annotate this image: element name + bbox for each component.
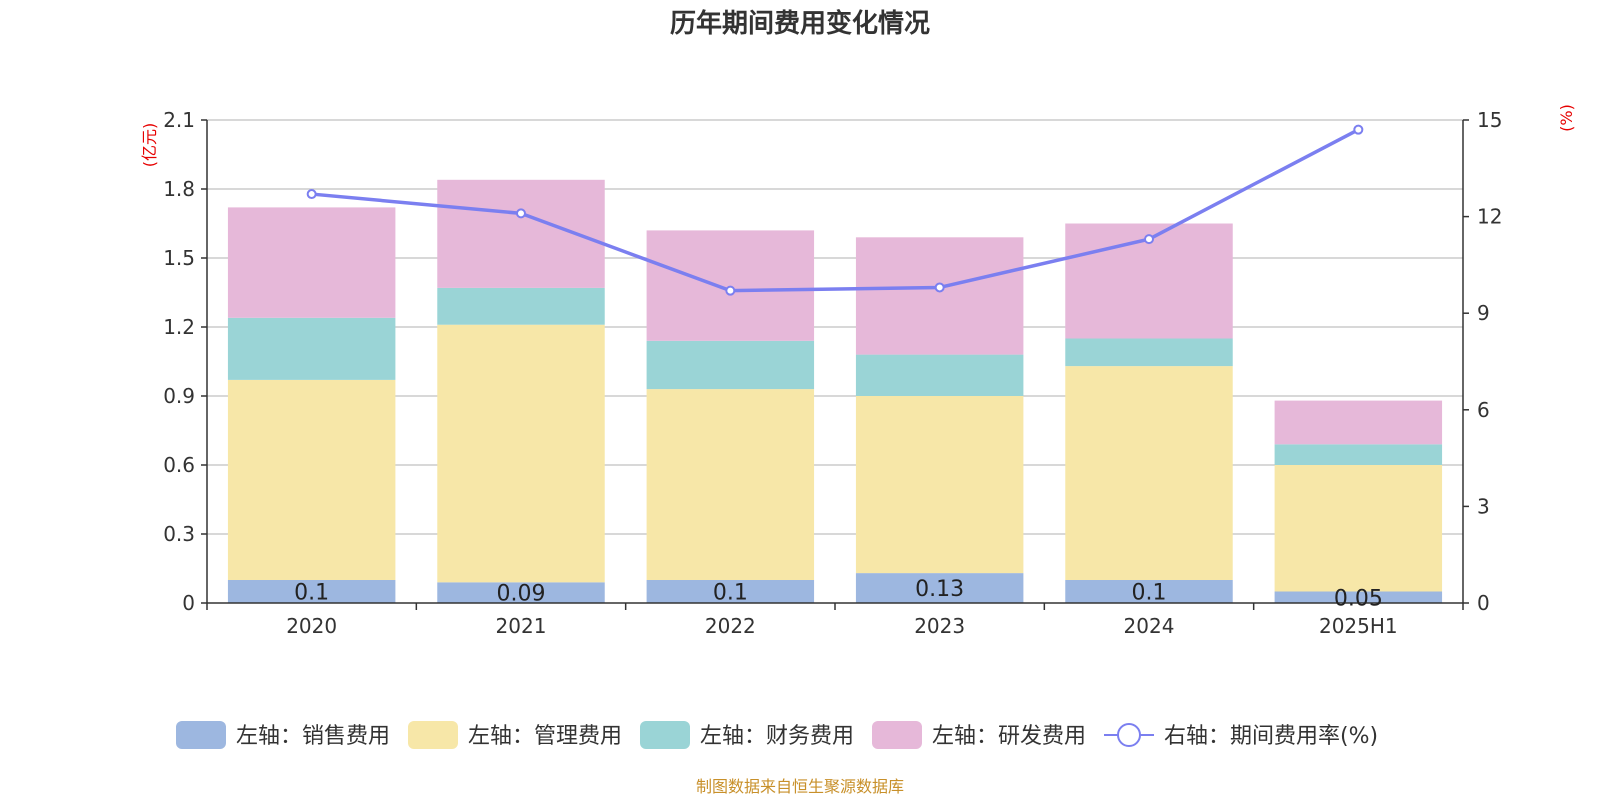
right-tick-label: 0	[1477, 591, 1490, 615]
left-tick-label: 1.5	[163, 246, 195, 270]
data-source-note: 制图数据来自恒生聚源数据库	[696, 777, 904, 796]
x-tick-label: 2023	[914, 614, 965, 638]
right-tick-label: 12	[1477, 205, 1502, 229]
expense-rate-line	[306, 124, 1364, 296]
bar-segment	[227, 580, 396, 603]
legend-label: 左轴：管理费用	[468, 724, 622, 749]
legend-item[interactable]: 左轴：管理费用	[408, 721, 622, 749]
bar-segment	[1274, 400, 1443, 445]
expense-rate-point	[1353, 124, 1364, 135]
data-labels: 0.1 0.09 0.1 0.13 0.1 0.05	[294, 577, 1383, 611]
bar-segment	[437, 582, 605, 603]
left-tick-label: 1.8	[163, 177, 195, 201]
legend-swatch	[176, 721, 226, 749]
bar-segment	[1065, 580, 1233, 603]
stacked-bars	[227, 179, 1443, 603]
legend-item[interactable]: 左轴：财务费用	[640, 721, 854, 749]
axes: 0 0.3 0.6 0.9 1.2 1.5 1.8 2.1 0 3 6 9 12 15 2020 2021 20…	[163, 108, 1502, 638]
x-tick-label: 2025H1	[1319, 614, 1398, 638]
sales-expense-data-label: 0.1	[713, 581, 748, 606]
left-tick-label: 0	[182, 591, 195, 615]
left-tick-label: 1.2	[163, 315, 195, 339]
bar-segment	[437, 324, 605, 583]
expense-rate-point	[306, 189, 317, 200]
expense-rate-point	[934, 282, 945, 293]
legend-swatch	[640, 721, 690, 749]
legend-item[interactable]: 左轴：研发费用	[872, 721, 1086, 749]
legend-marker-icon	[1117, 723, 1141, 747]
right-tick-label: 9	[1477, 301, 1490, 325]
legend-item[interactable]: 左轴：销售费用	[176, 721, 390, 749]
x-tick-label: 2022	[705, 614, 756, 638]
right-tick-label: 15	[1477, 108, 1502, 132]
bar-segment	[1065, 338, 1233, 367]
bar-segment	[646, 580, 815, 603]
right-tick-label: 3	[1477, 494, 1490, 518]
bar-segment	[437, 287, 605, 325]
legend-item[interactable]: 右轴：期间费用率(%)	[1104, 723, 1378, 749]
left-tick-label: 0.6	[163, 453, 195, 477]
bar-segment	[227, 379, 396, 580]
bar-segment	[855, 573, 1024, 603]
legend-label: 左轴：财务费用	[700, 724, 854, 749]
bar-segment	[646, 230, 815, 341]
x-tick-label: 2020	[286, 614, 337, 638]
sales-expense-data-label: 0.1	[1132, 581, 1167, 606]
left-axis-unit: (亿元)	[140, 123, 159, 168]
bar-segment	[1274, 465, 1443, 592]
bar-segment	[1274, 444, 1443, 465]
bar-segment	[646, 389, 815, 580]
expense-rate-point	[516, 208, 526, 219]
legend-swatch	[872, 721, 922, 749]
legend-label: 左轴：销售费用	[236, 724, 390, 749]
bar-segment	[855, 354, 1024, 396]
bar-segment	[855, 237, 1024, 355]
bar-segment	[646, 340, 815, 390]
bar-segment	[1065, 366, 1233, 580]
left-tick-label: 0.9	[163, 384, 195, 408]
sales-expense-data-label: 0.05	[1334, 586, 1383, 611]
bar-segment	[227, 317, 396, 380]
bar-segment	[855, 396, 1024, 574]
expense-rate-polyline	[311, 128, 1360, 293]
sales-expense-data-label: 0.13	[915, 577, 964, 602]
legend-swatch	[408, 721, 458, 749]
sales-expense-data-label: 0.09	[497, 582, 546, 607]
x-tick-label: 2024	[1124, 614, 1175, 638]
expense-rate-point	[1144, 234, 1154, 245]
left-tick-label: 2.1	[163, 108, 195, 132]
legend[interactable]: 左轴：销售费用 左轴：管理费用 左轴：财务费用 左轴：研发费用 右轴：期间费用率(%)	[176, 721, 1378, 749]
bar-segment	[227, 207, 396, 318]
legend-label: 左轴：研发费用	[932, 724, 1086, 749]
gridlines	[207, 119, 1463, 535]
bar-segment	[1274, 591, 1443, 603]
legend-label: 右轴：期间费用率(%)	[1164, 724, 1378, 749]
left-tick-label: 0.3	[163, 522, 195, 546]
chart-title: 历年期间费用变化情况	[670, 8, 930, 39]
right-axis-unit: (%)	[1557, 104, 1576, 132]
right-tick-label: 6	[1477, 398, 1490, 422]
x-tick-label: 2021	[496, 614, 547, 638]
sales-expense-data-label: 0.1	[294, 581, 329, 606]
expense-rate-point	[725, 285, 736, 296]
